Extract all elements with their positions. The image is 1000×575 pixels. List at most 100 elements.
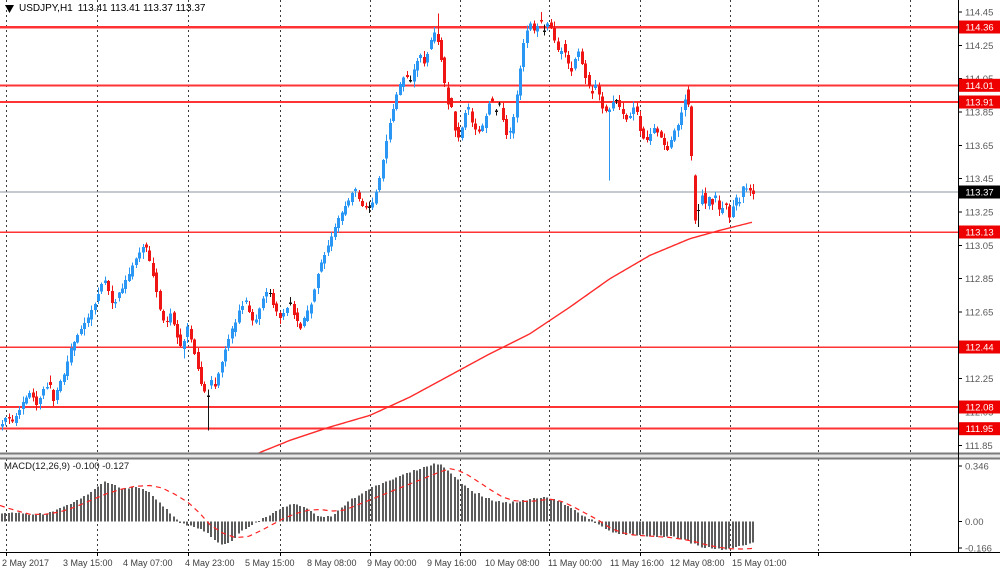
candle bbox=[389, 123, 392, 140]
level-price-label[interactable]: 112.08 bbox=[959, 400, 1000, 414]
candle bbox=[303, 318, 306, 327]
macd-bar bbox=[87, 494, 89, 522]
price-tick-label: 113.85 bbox=[965, 108, 993, 119]
candle bbox=[577, 51, 580, 58]
candle bbox=[59, 380, 62, 391]
level-price-label[interactable]: 113.13 bbox=[959, 225, 1000, 239]
macd-bar bbox=[385, 481, 387, 522]
macd-bar bbox=[210, 521, 212, 537]
level-price-label[interactable]: 113.91 bbox=[959, 95, 1000, 109]
candle bbox=[341, 212, 344, 221]
candle bbox=[269, 292, 272, 295]
candle bbox=[584, 63, 587, 78]
level-price-label[interactable]: 114.01 bbox=[959, 78, 1000, 92]
price-tick-label: 113.45 bbox=[965, 174, 993, 185]
svg-text:112.44: 112.44 bbox=[965, 343, 993, 354]
candle bbox=[118, 292, 121, 299]
macd-bar bbox=[557, 501, 559, 522]
candle bbox=[430, 39, 433, 49]
current-price-label[interactable]: 113.37 bbox=[959, 185, 1000, 199]
svg-text:114.01: 114.01 bbox=[965, 81, 993, 92]
macd-bar bbox=[447, 470, 449, 522]
candle bbox=[570, 68, 573, 72]
macd-bar bbox=[584, 516, 586, 522]
macd-bar bbox=[649, 521, 651, 537]
candle bbox=[378, 178, 381, 190]
macd-bar bbox=[145, 491, 147, 522]
candle bbox=[238, 310, 241, 323]
level-price-label[interactable]: 114.36 bbox=[959, 20, 1000, 34]
candle bbox=[488, 103, 491, 115]
candle bbox=[217, 373, 220, 386]
macd-bar bbox=[162, 506, 164, 522]
candle bbox=[752, 190, 755, 194]
macd-bar bbox=[742, 521, 744, 546]
macd-bar bbox=[100, 483, 102, 522]
candle bbox=[138, 252, 141, 259]
macd-bar bbox=[495, 501, 497, 522]
macd-bar bbox=[241, 521, 243, 531]
macd-bar bbox=[505, 502, 507, 522]
svg-text:111.95: 111.95 bbox=[966, 424, 994, 435]
level-price-label[interactable]: 112.44 bbox=[959, 340, 1000, 354]
macd-bar bbox=[735, 521, 737, 547]
macd-bar bbox=[395, 477, 397, 522]
svg-text:113.13: 113.13 bbox=[965, 228, 993, 239]
macd-bar bbox=[732, 521, 734, 548]
candle bbox=[52, 390, 55, 401]
candle bbox=[111, 290, 114, 304]
time-axis-label: 11 May 16:00 bbox=[610, 558, 664, 568]
candle bbox=[605, 106, 608, 111]
macd-bar bbox=[76, 500, 78, 522]
candle bbox=[498, 103, 501, 105]
candle bbox=[474, 123, 477, 130]
level-price-label[interactable]: 111.95 bbox=[959, 422, 1000, 436]
candle bbox=[612, 101, 615, 109]
panel-divider[interactable] bbox=[0, 452, 1000, 460]
macd-bar bbox=[612, 521, 614, 533]
macd-bar bbox=[543, 496, 545, 522]
macd-bar bbox=[25, 513, 27, 522]
macd-bar bbox=[642, 521, 644, 535]
horizontal-level-lines[interactable] bbox=[0, 25, 958, 430]
macd-bar bbox=[502, 502, 504, 522]
candle bbox=[419, 55, 422, 58]
candle bbox=[690, 106, 693, 156]
candle bbox=[73, 342, 76, 351]
macd-bar bbox=[570, 507, 572, 522]
macd-bar bbox=[392, 479, 394, 522]
macd-scale-label: -0.166 bbox=[965, 544, 992, 555]
candle bbox=[471, 111, 474, 123]
candle bbox=[32, 392, 35, 398]
candle bbox=[697, 209, 700, 212]
macd-indicator-label: MACD(12,26,9) -0.100 -0.127 bbox=[4, 461, 129, 472]
macd-bar bbox=[169, 513, 171, 522]
candle bbox=[670, 140, 673, 148]
candle bbox=[426, 54, 429, 63]
candle bbox=[742, 186, 745, 197]
candle bbox=[135, 258, 138, 265]
macd-bar bbox=[351, 498, 353, 522]
macd-bar bbox=[461, 483, 463, 522]
macd-bar bbox=[588, 519, 590, 522]
candle bbox=[76, 335, 79, 343]
candle bbox=[347, 200, 350, 206]
macd-bar bbox=[207, 521, 209, 534]
candle bbox=[636, 106, 639, 112]
macd-bar bbox=[245, 521, 247, 529]
candle bbox=[491, 98, 494, 102]
candle bbox=[323, 255, 326, 264]
price-tick-label: 111.85 bbox=[965, 441, 993, 452]
macd-bar bbox=[155, 499, 157, 522]
macd-bar bbox=[622, 521, 624, 534]
macd-bar bbox=[234, 521, 236, 538]
macd-bar bbox=[251, 521, 253, 525]
macd-bar bbox=[32, 514, 34, 522]
macd-bar bbox=[272, 512, 274, 522]
macd-bar bbox=[625, 521, 627, 536]
macd-bar bbox=[536, 498, 538, 522]
candle bbox=[107, 281, 110, 292]
macd-bar bbox=[478, 492, 480, 522]
